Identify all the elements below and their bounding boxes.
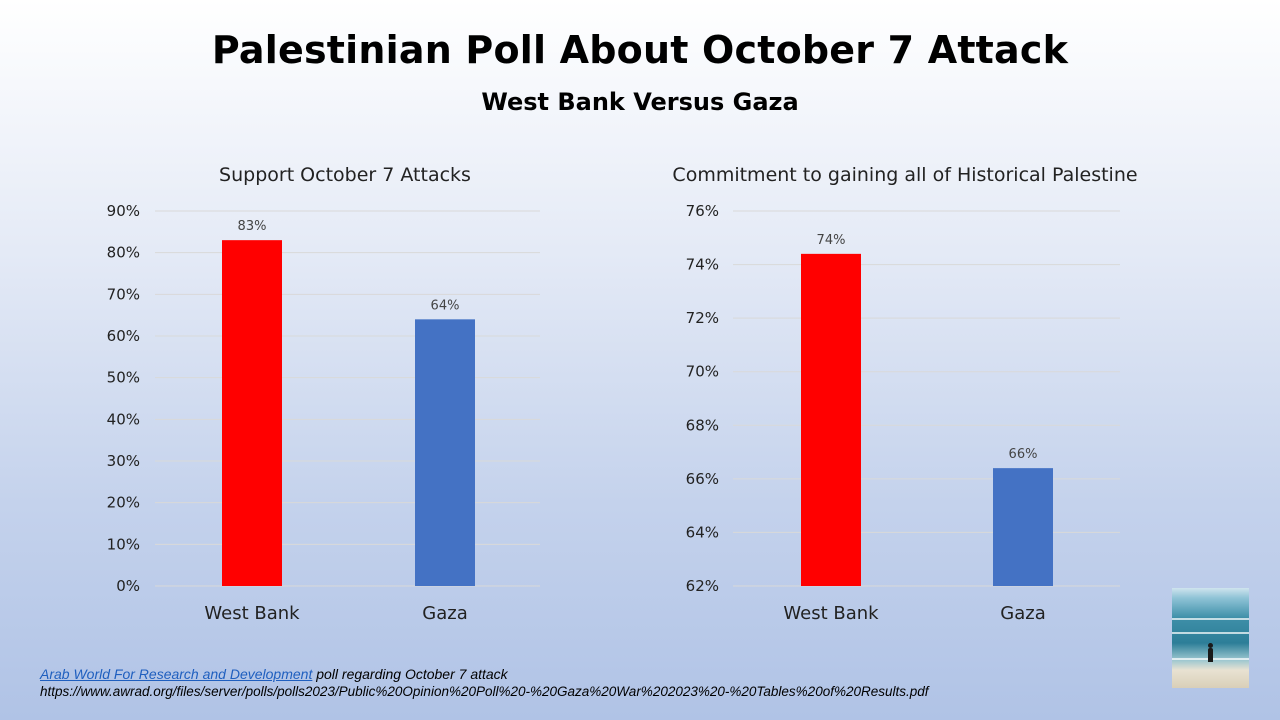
source-link[interactable]: Arab World For Research and Development	[40, 666, 313, 682]
y-tick-label: 74%	[686, 256, 719, 274]
bar-gaza	[415, 319, 475, 586]
chart-title: Commitment to gaining all of Historical …	[672, 164, 1137, 186]
y-tick-label: 62%	[686, 577, 719, 595]
y-tick-label: 68%	[686, 416, 719, 434]
data-label: 66%	[1009, 447, 1038, 462]
bar-west-bank	[222, 240, 282, 586]
y-tick-label: 66%	[686, 470, 719, 488]
y-tick-label: 70%	[686, 363, 719, 381]
y-tick-label: 10%	[107, 535, 140, 553]
y-tick-label: 30%	[107, 452, 140, 470]
y-tick-label: 80%	[107, 244, 140, 262]
x-tick-label: West Bank	[783, 603, 879, 624]
source-url: https://www.awrad.org/files/server/polls…	[40, 684, 929, 699]
x-tick-label: West Bank	[204, 603, 300, 624]
y-tick-label: 72%	[686, 309, 719, 327]
x-tick-label: Gaza	[1000, 603, 1045, 624]
bar-west-bank	[801, 253, 861, 586]
commitment-chart: Commitment to gaining all of Historical …	[672, 164, 1137, 624]
y-tick-label: 90%	[107, 202, 140, 220]
y-tick-label: 70%	[107, 285, 140, 303]
slide-subtitle: West Bank Versus Gaza	[481, 88, 799, 116]
x-tick-label: Gaza	[422, 603, 467, 624]
source-citation: Arab World For Research and Development …	[40, 666, 508, 682]
y-tick-label: 60%	[107, 327, 140, 345]
beach-photo	[1172, 588, 1249, 688]
source-text: poll regarding October 7 attack	[312, 666, 508, 682]
data-label: 83%	[238, 219, 267, 234]
support-chart: Support October 7 Attacks 0% 10% 20% 30% 40% 5…	[107, 164, 540, 624]
data-label: 64%	[431, 298, 460, 313]
slide-title: Palestinian Poll About October 7 Attack	[211, 28, 1069, 72]
chart-title: Support October 7 Attacks	[219, 164, 471, 186]
y-tick-label: 50%	[107, 369, 140, 387]
data-label: 74%	[817, 233, 846, 248]
bar-gaza	[993, 468, 1053, 586]
y-tick-label: 0%	[116, 577, 140, 595]
y-tick-label: 64%	[686, 523, 719, 541]
y-tick-label: 20%	[107, 494, 140, 512]
y-tick-label: 76%	[686, 202, 719, 220]
y-tick-label: 40%	[107, 410, 140, 428]
